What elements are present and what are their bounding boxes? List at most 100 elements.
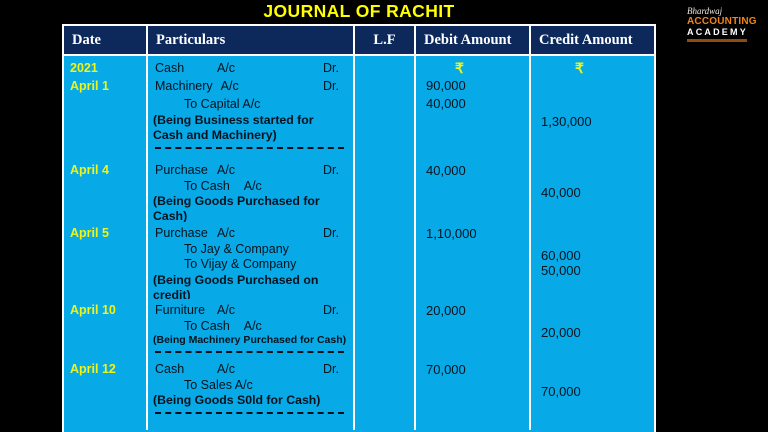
credit-particular-line: To Sales A/c bbox=[184, 377, 253, 392]
debit-amount: 20,000 bbox=[426, 303, 466, 318]
narration: (Being Goods Purchased on credit) bbox=[153, 272, 319, 300]
debit-particular-line: Cash A/c Dr. bbox=[148, 59, 353, 77]
credit-cell: 20,000 bbox=[531, 299, 654, 354]
account-name: Furniture bbox=[155, 303, 206, 317]
account-name: Purchase bbox=[155, 226, 208, 240]
journal-entry: 2021 April 1 Cash A/c Dr. Machinery A/c Dr. To C… bbox=[64, 56, 654, 159]
logo-script-text: Bhardwaj bbox=[687, 6, 723, 16]
column-header-credit: Credit Amount bbox=[539, 32, 633, 48]
dr-label: Dr. bbox=[323, 226, 339, 240]
credit-amounts: 1,30,000 bbox=[531, 113, 654, 131]
credit-amounts: 60,000 50,000 bbox=[531, 248, 654, 279]
entry-date: April 1 bbox=[70, 79, 109, 93]
dashed-separator bbox=[155, 412, 344, 414]
column-header-debit: Debit Amount bbox=[416, 26, 531, 54]
credit-particular-line: To Cash A/c bbox=[184, 318, 262, 333]
table-body: 2021 April 1 Cash A/c Dr. Machinery A/c Dr. To C… bbox=[64, 56, 654, 430]
entry-date: April 5 bbox=[70, 226, 109, 240]
particulars-cell: Furniture A/c Dr. To Cash A/c (Being Machine… bbox=[148, 299, 355, 354]
debit-cell: 70,000 bbox=[416, 354, 531, 430]
account-name: Purchase bbox=[155, 163, 208, 177]
lf-cell bbox=[355, 354, 416, 430]
lf-cell bbox=[355, 159, 416, 222]
account-suffix: A/c bbox=[217, 226, 236, 240]
credit-amount: 50,000 bbox=[541, 263, 581, 278]
account-suffix: A/c bbox=[217, 362, 236, 376]
column-header-particulars: Particulars bbox=[148, 26, 355, 54]
particulars-cell: Cash A/c Dr. Machinery A/c Dr. To Capital A/c (… bbox=[148, 56, 355, 159]
dashed-separator bbox=[155, 147, 344, 149]
credit-cell: ₹1,30,000 bbox=[531, 56, 654, 159]
entry-date-cell: April 4 bbox=[64, 159, 148, 222]
logo-accounting-text: ACCOUNTING bbox=[687, 16, 757, 27]
particulars-cell: Purchase A/c Dr. To Cash A/c (Being Goods Pu… bbox=[148, 159, 355, 222]
debit-particular-line: Purchase A/c Dr. bbox=[148, 163, 353, 179]
credit-amount: 1,30,000 bbox=[541, 114, 592, 129]
debit-amount: 1,10,000 bbox=[426, 226, 477, 241]
debit-cell: 40,000 bbox=[416, 159, 531, 222]
entry-date-cell: April 5 bbox=[64, 222, 148, 299]
debit-amount: 70,000 bbox=[426, 362, 466, 377]
credit-amounts: 70,000 bbox=[531, 384, 654, 400]
entry-date: April 12 bbox=[70, 362, 116, 376]
logo-academy-text: ACADEMY bbox=[687, 27, 748, 37]
academy-logo: Bhardwaj ACCOUNTING ACADEMY bbox=[687, 7, 763, 42]
dr-label: Dr. bbox=[323, 303, 339, 317]
entry-date: April 4 bbox=[70, 163, 109, 177]
credit-cell: 70,000 bbox=[531, 354, 654, 430]
dr-label: Dr. bbox=[323, 163, 339, 177]
entry-date-cell: April 10 bbox=[64, 299, 148, 354]
credit-amount: 70,000 bbox=[541, 383, 581, 399]
column-header-date: Date bbox=[64, 26, 148, 54]
narration: (Being Goods S0ld for Cash) bbox=[153, 393, 321, 407]
narration: (Being Goods Purchased for Cash) bbox=[153, 194, 320, 222]
table-header-row: Date Particulars L.F Debit Amount Credit… bbox=[64, 26, 654, 56]
credit-amount: 60,000 bbox=[541, 247, 581, 263]
credit-amount: 40,000 bbox=[541, 184, 581, 200]
credit-amounts: 20,000 bbox=[531, 325, 654, 341]
account-name: Cash bbox=[155, 61, 185, 75]
journal-entry: April 10 Furniture A/c Dr. To Cash A/c (Being… bbox=[64, 299, 654, 354]
credit-particular-line: To Jay & Company bbox=[184, 241, 289, 256]
account-suffix: A/c bbox=[220, 79, 239, 93]
account-name: Cash bbox=[155, 362, 185, 376]
narration: (Being Business started for Cash and Mac… bbox=[153, 113, 314, 142]
credit-particular-line: To Cash A/c bbox=[184, 178, 262, 193]
credit-particular-line: To Vijay & Company bbox=[184, 257, 297, 271]
entry-date: April 10 bbox=[70, 303, 116, 317]
account-suffix: A/c bbox=[217, 163, 236, 177]
credit-cell: 60,000 50,000 bbox=[531, 222, 654, 299]
credit-cell: 40,000 bbox=[531, 159, 654, 222]
account-name: Machinery bbox=[155, 79, 213, 93]
lf-cell bbox=[355, 299, 416, 354]
debit-particular-line: Machinery A/c Dr. bbox=[148, 77, 353, 95]
dashed-separator bbox=[155, 351, 344, 353]
debit-particular-line: Cash A/c Dr. bbox=[148, 362, 353, 378]
logo-tagline-bar bbox=[687, 39, 747, 42]
rupee-symbol: ₹ bbox=[575, 60, 584, 76]
debit-amount: 40,000 bbox=[426, 96, 466, 111]
entry-year: 2021 bbox=[70, 61, 98, 75]
credit-amounts: 40,000 bbox=[531, 185, 654, 201]
debit-cell: 20,000 bbox=[416, 299, 531, 354]
account-suffix: A/c bbox=[217, 303, 236, 317]
dr-label: Dr. bbox=[323, 362, 339, 376]
journal-entry: April 4 Purchase A/c Dr. To Cash A/c (Being G… bbox=[64, 159, 654, 222]
particulars-cell: Purchase A/c Dr. To Jay & Company To Vijay &… bbox=[148, 222, 355, 299]
journal-entry: April 12 Cash A/c Dr. To Sales A/c (Being Goo… bbox=[64, 354, 654, 430]
lf-cell bbox=[355, 222, 416, 299]
debit-particular-line: Purchase A/c Dr. bbox=[148, 226, 353, 242]
credit-amount: 20,000 bbox=[541, 324, 581, 340]
journal-table: Date Particulars L.F Debit Amount Credit… bbox=[62, 24, 656, 432]
entry-date-cell: April 12 bbox=[64, 354, 148, 430]
rupee-symbol: ₹ bbox=[455, 60, 464, 76]
debit-particular-line: Furniture A/c Dr. bbox=[148, 303, 353, 319]
dr-label: Dr. bbox=[323, 79, 339, 93]
entry-date-cell: 2021 April 1 bbox=[64, 56, 148, 159]
credit-particular-line: To Capital A/c bbox=[184, 97, 261, 111]
particulars-cell: Cash A/c Dr. To Sales A/c (Being Goods S0ld … bbox=[148, 354, 355, 430]
journal-entry: April 5 Purchase A/c Dr. To Jay & Company To … bbox=[64, 222, 654, 299]
debit-cell: ₹90,000 40,000 bbox=[416, 56, 531, 159]
narration: (Being Machinery Purchased for Cash) bbox=[153, 334, 347, 346]
